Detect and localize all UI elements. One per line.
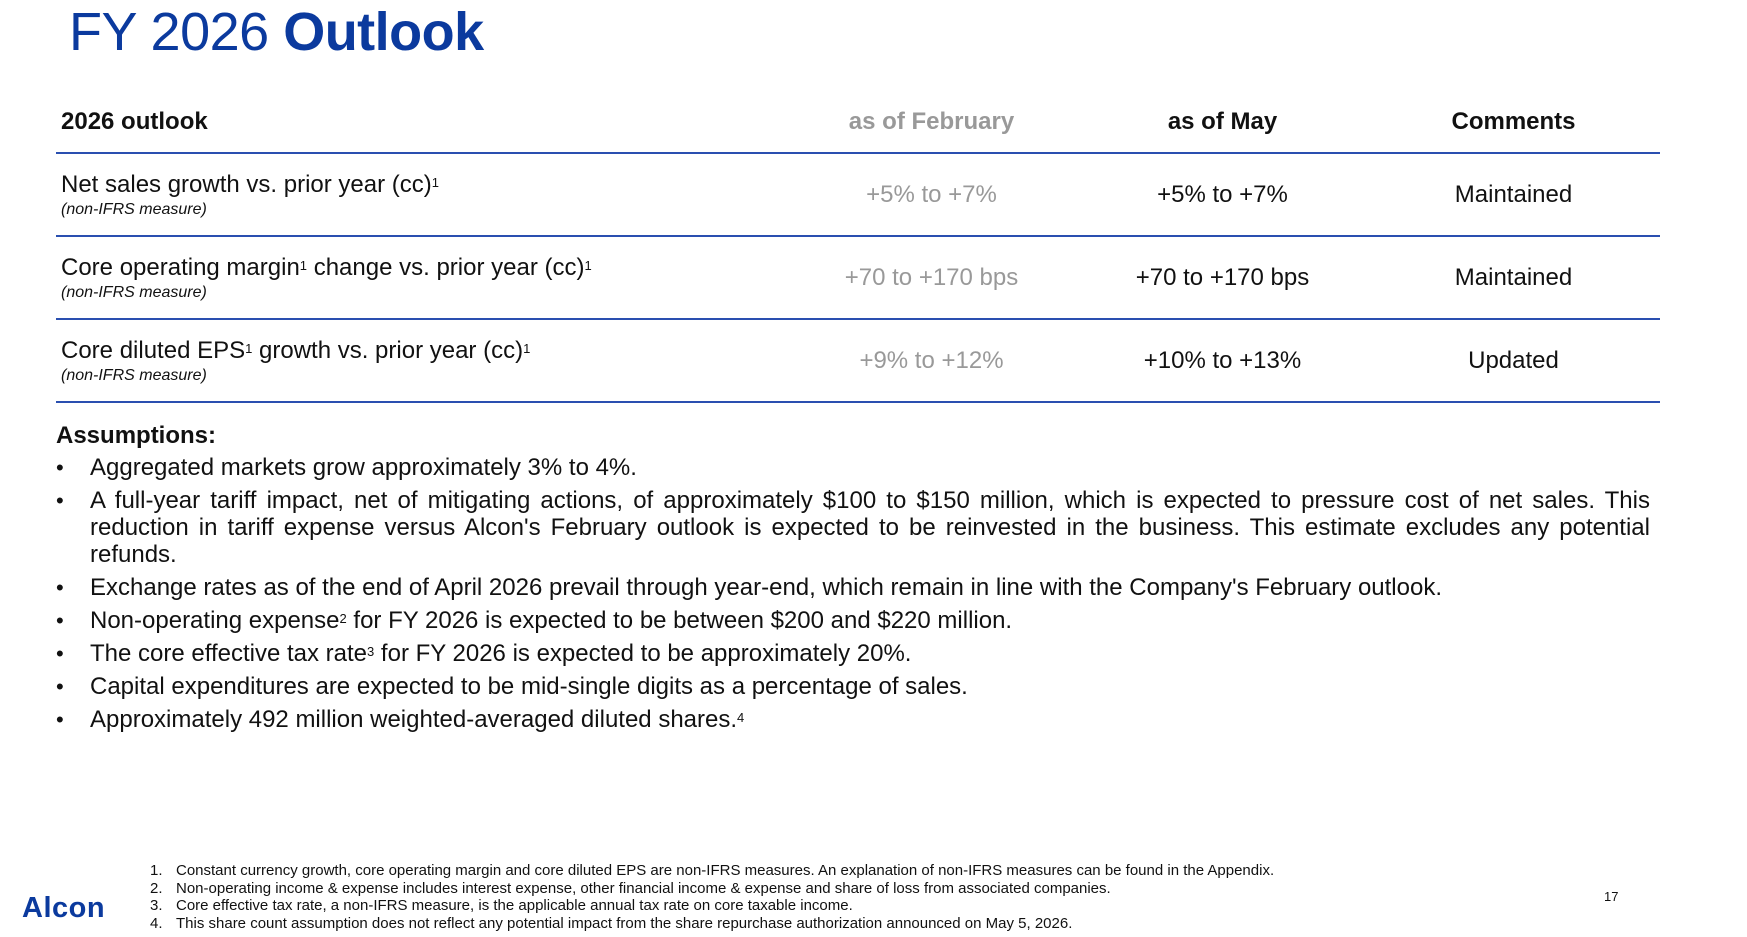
metric-note: (non-IFRS measure) — [61, 283, 207, 301]
assumptions-heading: Assumptions: — [56, 422, 217, 449]
metric-cell: Net sales growth vs. prior year (cc)1 (n… — [56, 170, 786, 220]
footnote-ref: 1 — [431, 174, 440, 190]
metric-label: Net sales growth vs. prior year (cc)1 — [61, 170, 786, 200]
title-bold: Outlook — [283, 2, 484, 62]
list-item: Non-operating expense2 for FY 2026 is ex… — [56, 607, 1650, 634]
footnote-number: 2. — [150, 879, 163, 897]
footnote-ref: 4 — [737, 710, 745, 725]
footnote-number: 4. — [150, 914, 163, 932]
may-value: +70 to +170 bps — [1135, 263, 1310, 291]
may-value: +5% to +7% — [1157, 180, 1288, 208]
footnote: 4. This share count assumption does not r… — [150, 915, 1274, 933]
metric-cell: Core diluted EPS1 growth vs. prior year … — [56, 336, 786, 386]
assumptions-section: Assumptions: Aggregated markets grow app… — [56, 420, 1650, 739]
footnote-ref: 1 — [245, 340, 253, 356]
footnote-ref: 3 — [367, 644, 375, 659]
metric-text: Net sales growth vs. prior year (cc) — [61, 170, 432, 198]
outlook-table: 2026 outlook as of February as of May Co… — [56, 92, 1660, 403]
list-item: Exchange rates as of the end of April 20… — [56, 574, 1650, 601]
header-comments: Comments — [1451, 108, 1576, 135]
footnote-number: 1. — [150, 862, 163, 879]
footnote-text: This share count assumption does not ref… — [176, 914, 1073, 932]
footnote-text: Constant currency growth, core operating… — [176, 862, 1275, 879]
header-may: as of May — [1167, 108, 1278, 135]
list-item: A full-year tariff impact, net of mitiga… — [56, 487, 1650, 568]
slide-title: FY 2026 Outlook — [69, 0, 484, 64]
list-item: Capital expenditures are expected to be … — [56, 673, 1650, 700]
footnote-ref: 1 — [584, 257, 592, 273]
february-value: +9% to +12% — [859, 346, 1004, 374]
metric-text: Core operating margin — [61, 253, 300, 281]
footnote-ref: 1 — [523, 340, 531, 356]
metric-cell: Core operating margin1 change vs. prior … — [56, 253, 786, 303]
table-row: Core diluted EPS1 growth vs. prior year … — [56, 320, 1660, 403]
february-value: +70 to +170 bps — [844, 263, 1019, 291]
metric-text: change vs. prior year (cc) — [307, 253, 585, 281]
footnote: 1. Constant currency growth, core operati… — [150, 862, 1274, 880]
metric-label: Core diluted EPS1 growth vs. prior year … — [61, 336, 786, 366]
comment-value: Maintained — [1454, 263, 1573, 291]
table-header-row: 2026 outlook as of February as of May Co… — [56, 92, 1660, 154]
metric-note: (non-IFRS measure) — [61, 366, 207, 384]
item-text: Approximately 492 million weighted-avera… — [90, 706, 738, 733]
metric-text: Core diluted EPS — [61, 336, 246, 364]
footnote-ref: 1 — [299, 257, 308, 273]
footnote-text: Core effective tax rate, a non-IFRS meas… — [176, 897, 853, 914]
table-row: Core operating margin1 change vs. prior … — [56, 237, 1660, 320]
item-text: for FY 2026 is expected to be between $2… — [346, 607, 1013, 634]
list-item: Approximately 492 million weighted-avera… — [56, 706, 1650, 733]
metric-note: (non-IFRS measure) — [61, 200, 207, 218]
assumptions-list: Aggregated markets grow approximately 3%… — [56, 454, 1650, 733]
footnote-ref: 2 — [339, 611, 347, 626]
item-text: Non-operating expense — [90, 607, 340, 634]
table-row: Net sales growth vs. prior year (cc)1 (n… — [56, 154, 1660, 237]
footnote-text: Non-operating income & expense includes … — [176, 879, 1111, 897]
item-text: for FY 2026 is expected to be approximat… — [374, 640, 912, 667]
comment-value: Updated — [1468, 346, 1559, 374]
february-value: +5% to +7% — [866, 180, 997, 208]
header-february: as of February — [848, 108, 1015, 135]
metric-label: Core operating margin1 change vs. prior … — [61, 253, 786, 283]
page-number: 17 — [1604, 889, 1619, 904]
item-text: The core effective tax rate — [90, 640, 368, 667]
header-outlook: 2026 outlook — [61, 108, 208, 135]
footnote: 2. Non-operating income & expense include… — [150, 880, 1274, 898]
list-item: The core effective tax rate3 for FY 2026… — [56, 640, 1650, 667]
list-item: Aggregated markets grow approximately 3%… — [56, 454, 1650, 481]
metric-text: growth vs. prior year (cc) — [252, 336, 524, 364]
footnotes: 1. Constant currency growth, core operati… — [150, 862, 1274, 932]
title-regular: FY 2026 — [69, 2, 269, 62]
footnote: 3. Core effective tax rate, a non-IFRS me… — [150, 897, 1274, 915]
footnote-number: 3. — [150, 897, 163, 914]
comment-value: Maintained — [1454, 180, 1573, 208]
alcon-logo: Alcon — [22, 892, 106, 924]
may-value: +10% to +13% — [1143, 346, 1302, 374]
